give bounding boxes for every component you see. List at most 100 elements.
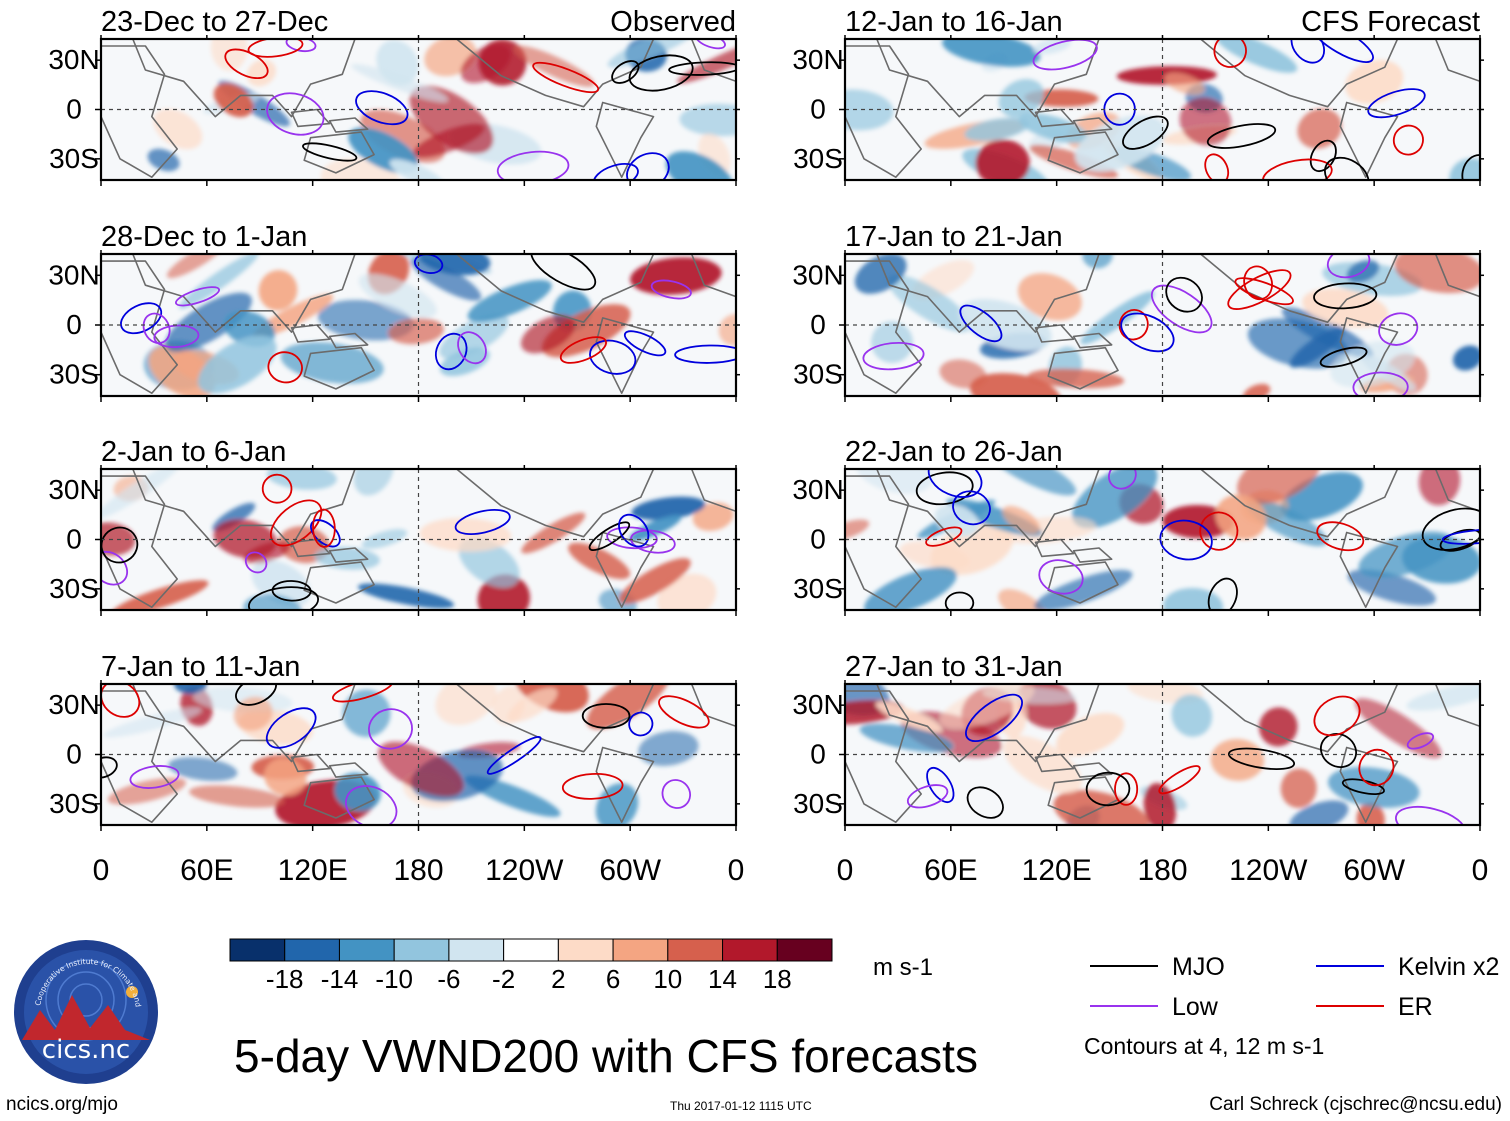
- lon-label: 180: [1137, 854, 1187, 887]
- panel-period: 27-Jan to 31-Jan: [845, 651, 1063, 683]
- lat-label: 30S: [793, 143, 843, 174]
- lat-label: 30N: [48, 474, 99, 505]
- lat-label: 0: [810, 739, 826, 770]
- colorbar-swatch: [503, 938, 559, 962]
- coastlines: [845, 684, 1480, 824]
- lat-label: 0: [810, 94, 826, 125]
- lat-label: 0: [66, 739, 82, 770]
- colorbar-swatch: [338, 938, 395, 962]
- panel-right-1: 30N 0 30S 17-Jan to 21-Jan: [792, 221, 1484, 402]
- colorbar-tick-label: 6: [606, 964, 620, 994]
- panel-period: 17-Jan to 21-Jan: [845, 221, 1063, 253]
- lat-label: 30N: [48, 44, 99, 75]
- panel-period: 28-Dec to 1-Jan: [101, 221, 307, 253]
- colorbar-tick-label: -10: [375, 964, 413, 994]
- wave-contours: [120, 254, 736, 384]
- coastlines: [101, 469, 736, 609]
- lon-label: 60E: [180, 854, 233, 887]
- panel-right-0: 30N 0 30S 12-Jan to 16-Jan CFS Forecast: [792, 6, 1484, 186]
- colorbar-tick-label: 2: [551, 964, 565, 994]
- lat-label: 0: [810, 524, 826, 555]
- lat-label: 0: [66, 524, 82, 555]
- coastlines: [101, 39, 736, 178]
- lat-label: 30S: [793, 573, 843, 604]
- panels: 30N 0 30S 23-Dec to 27-Dec Observed 30N 0 30S 28…: [48, 6, 1484, 831]
- colorbar: -18 -14 -10 -6 -2 2 6 10 14 18: [229, 938, 833, 994]
- colorbar-swatch: [557, 938, 614, 962]
- colorbar-swatch: [667, 938, 724, 962]
- lon-label: 60W: [1343, 854, 1405, 887]
- coastlines: [845, 254, 1480, 395]
- legend-label: MJO: [1172, 953, 1225, 981]
- colorbar-tick-label: 10: [653, 964, 682, 994]
- lat-label: 30S: [793, 359, 843, 390]
- colorbar-swatch: [722, 938, 778, 962]
- wave-contours: [101, 473, 676, 610]
- lat-label: 30S: [49, 788, 99, 819]
- lon-label: 120W: [1229, 854, 1308, 887]
- lat-label: 30N: [48, 259, 99, 290]
- coastlines: [845, 39, 1480, 178]
- wave-contours: [906, 693, 1467, 825]
- lat-label: 30N: [792, 259, 843, 290]
- lat-label: 30S: [49, 573, 99, 604]
- lat-label: 30N: [792, 689, 843, 720]
- legend-label: ER: [1398, 993, 1433, 1021]
- wind-shading: [845, 469, 1480, 610]
- colorbar-tick-label: -6: [437, 964, 460, 994]
- panel-left-1: 30N 0 30S 28-Dec to 1-Jan: [48, 221, 740, 402]
- lon-label: 60E: [924, 854, 977, 887]
- lon-label: 60W: [599, 854, 661, 887]
- lon-label: 120W: [485, 854, 564, 887]
- lon-label: 120E: [278, 854, 348, 887]
- footer-author: Carl Schreck (cjschrec@ncsu.edu): [1209, 1094, 1502, 1115]
- coastlines: [845, 469, 1480, 609]
- colorbar-swatch: [776, 938, 833, 962]
- colorbar-swatch: [393, 938, 450, 962]
- wind-shading: [845, 39, 1480, 180]
- wave-contours: [1032, 39, 1480, 180]
- colorbar-swatch: [229, 938, 286, 962]
- longitude-axis-left: 0 60E 120E 180 120W 60W 0: [93, 854, 745, 887]
- wind-shading: [143, 254, 736, 396]
- panel-left-0: 30N 0 30S 23-Dec to 27-Dec Observed: [48, 6, 740, 186]
- wave-contours: [915, 469, 1480, 610]
- wind-shading: [147, 39, 736, 180]
- lat-label: 30N: [792, 44, 843, 75]
- lon-label: 0: [93, 854, 110, 887]
- legend: MJO Kelvin x2 Low ER: [1090, 953, 1499, 1021]
- lon-label: 120E: [1022, 854, 1092, 887]
- panel-period: 2-Jan to 6-Jan: [101, 436, 286, 468]
- panel-right-3: 30N 0 30S 27-Jan to 31-Jan: [792, 651, 1484, 831]
- footer-website[interactable]: ncics.org/mjo: [6, 1094, 118, 1115]
- observed-label: Observed: [610, 6, 736, 38]
- colorbar-tick-label: -18: [266, 964, 304, 994]
- panel-period: 12-Jan to 16-Jan: [845, 6, 1063, 38]
- lat-label: 30N: [48, 689, 99, 720]
- wave-contours: [101, 684, 710, 825]
- legend-label: Kelvin x2: [1398, 953, 1499, 981]
- longitude-axis-right: 0 60E 120E 180 120W 60W 0: [837, 854, 1489, 887]
- coastlines: [101, 254, 736, 395]
- wave-contours: [862, 254, 1419, 396]
- footer-timestamp: Thu 2017-01-12 1115 UTC: [670, 1099, 812, 1113]
- colorbar-tick-label: 14: [708, 964, 737, 994]
- panel-right-2: 30N 0 30S 22-Jan to 26-Jan: [792, 436, 1484, 616]
- panel-period: 23-Dec to 27-Dec: [101, 6, 328, 38]
- legend-label: Low: [1172, 993, 1219, 1021]
- panel-left-2: 30N 0 30S 2-Jan to 6-Jan: [48, 436, 740, 616]
- lon-label: 0: [837, 854, 854, 887]
- legend-note: Contours at 4, 12 m s-1: [1084, 1033, 1324, 1059]
- wave-contours: [224, 39, 736, 180]
- lat-label: 0: [810, 309, 826, 340]
- colorbar-units: m s-1: [873, 954, 933, 981]
- panel-period: 7-Jan to 11-Jan: [101, 651, 300, 683]
- lat-label: 30S: [49, 359, 99, 390]
- lon-label: 180: [393, 854, 443, 887]
- colorbar-swatch: [448, 938, 505, 962]
- lat-label: 0: [66, 94, 82, 125]
- lat-label: 30S: [49, 143, 99, 174]
- panel-period: 22-Jan to 26-Jan: [845, 436, 1063, 468]
- colorbar-swatch: [612, 938, 669, 962]
- lon-label: 0: [728, 854, 745, 887]
